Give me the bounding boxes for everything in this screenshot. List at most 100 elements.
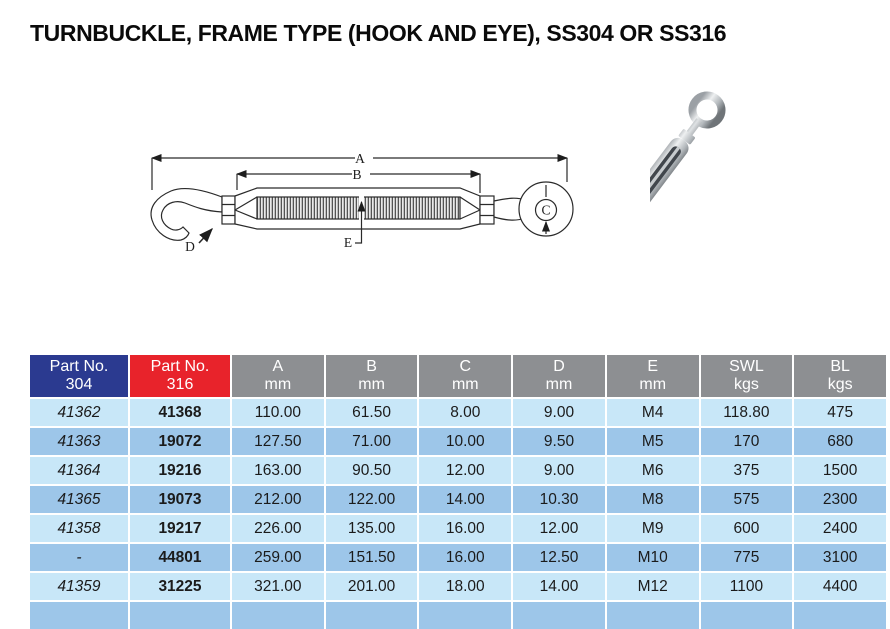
table-cell: 61.50: [325, 399, 418, 426]
table-cell: 212.00: [232, 486, 324, 513]
table-cell: 122.00: [325, 486, 418, 513]
frame-cone-lines: [234, 196, 481, 220]
table-cell: 19217: [130, 515, 230, 542]
table-cell: 41364: [30, 457, 128, 484]
column-header: Part No. 304: [30, 355, 128, 397]
turnbuckle-diagram: A B C D E: [133, 140, 595, 254]
table-cell-partial: [606, 602, 699, 629]
table-cell: 19216: [130, 457, 230, 484]
hook-outline: [150, 187, 223, 241]
table-cell: 14.00: [513, 573, 605, 600]
table-cell: 2300: [794, 486, 886, 513]
dim-label-a: A: [355, 151, 365, 166]
table-cell-partial: [700, 602, 793, 629]
table-cell: 16.00: [419, 544, 512, 571]
dim-label-c: C: [541, 203, 550, 218]
table-cell: 775: [700, 544, 793, 571]
page-title: TURNBUCKLE, FRAME TYPE (HOOK AND EYE), S…: [30, 20, 727, 46]
photo-neck: [685, 118, 702, 137]
table-cell: 259.00: [232, 544, 324, 571]
turnbuckle-photo: [557, 91, 726, 302]
table-cell: 41368: [130, 399, 230, 426]
table-cell: M8: [606, 486, 699, 513]
threaded-rod: [256, 196, 461, 220]
table-cell: 163.00: [232, 457, 324, 484]
leader-line-e: [355, 200, 366, 244]
dim-label-d: D: [185, 239, 195, 254]
table-cell: -: [30, 544, 128, 571]
table-cell: 226.00: [232, 515, 324, 542]
table-cell: 10.30: [513, 486, 605, 513]
table-cell: 12.50: [513, 544, 605, 571]
dim-label-e: E: [344, 235, 352, 250]
table-cell-partial: [232, 602, 324, 629]
table-cell: M10: [606, 544, 699, 571]
table-cell: 3100: [794, 544, 886, 571]
table-cell-partial: [130, 602, 230, 629]
table-cell: M5: [606, 428, 699, 455]
table-cell-partial: [325, 602, 418, 629]
table-cell: 135.00: [325, 515, 418, 542]
leader-line-d: [198, 227, 213, 244]
table-cell: 10.00: [419, 428, 512, 455]
table-cell: 1100: [700, 573, 793, 600]
table-cell: 41359: [30, 573, 128, 600]
table-cell: 9.50: [513, 428, 605, 455]
dimension-line-a: [152, 158, 567, 190]
table-cell: 9.00: [513, 399, 605, 426]
column-header: Part No. 316: [130, 355, 230, 397]
column-header: SWL kgs: [700, 355, 793, 397]
table-cell: 170: [700, 428, 793, 455]
table-cell: 575: [700, 486, 793, 513]
table-cell: 118.80: [700, 399, 793, 426]
table-cell: M4: [606, 399, 699, 426]
table-cell: 321.00: [232, 573, 324, 600]
table-cell-partial: [419, 602, 512, 629]
table-cell: 4400: [794, 573, 886, 600]
table-cell: 41363: [30, 428, 128, 455]
table-cell-partial: [30, 602, 128, 629]
table-cell: 19073: [130, 486, 230, 513]
table-cell: 41358: [30, 515, 128, 542]
table-cell-partial: [794, 602, 886, 629]
table-cell: 127.50: [232, 428, 324, 455]
table-cell: 1500: [794, 457, 886, 484]
table-cell: 18.00: [419, 573, 512, 600]
table-cell: M9: [606, 515, 699, 542]
table-cell: 14.00: [419, 486, 512, 513]
table-cell: 201.00: [325, 573, 418, 600]
table-cell: 19072: [130, 428, 230, 455]
table-cell: 12.00: [513, 515, 605, 542]
table-cell: 2400: [794, 515, 886, 542]
table-cell: 110.00: [232, 399, 324, 426]
table-cell: 12.00: [419, 457, 512, 484]
table-cell: M6: [606, 457, 699, 484]
table-cell: 41362: [30, 399, 128, 426]
table-cell: 600: [700, 515, 793, 542]
technical-drawing: A B C D E: [133, 140, 595, 315]
table-cell: 71.00: [325, 428, 418, 455]
dim-label-b: B: [352, 167, 361, 182]
table-cell: 31225: [130, 573, 230, 600]
dimension-line-b: [237, 174, 480, 193]
column-header: BL kgs: [794, 355, 886, 397]
table-cell: 16.00: [419, 515, 512, 542]
right-nut: [479, 195, 495, 225]
table-cell: 41365: [30, 486, 128, 513]
table-cell: 151.50: [325, 544, 418, 571]
table-cell: 375: [700, 457, 793, 484]
table-cell: M12: [606, 573, 699, 600]
photo-top-nut: [678, 129, 695, 145]
product-photo: [557, 84, 882, 332]
table-cell-partial: [513, 602, 605, 629]
table-cell: 44801: [130, 544, 230, 571]
left-nut: [221, 195, 236, 225]
table-cell: 475: [794, 399, 886, 426]
table-cell: 9.00: [513, 457, 605, 484]
